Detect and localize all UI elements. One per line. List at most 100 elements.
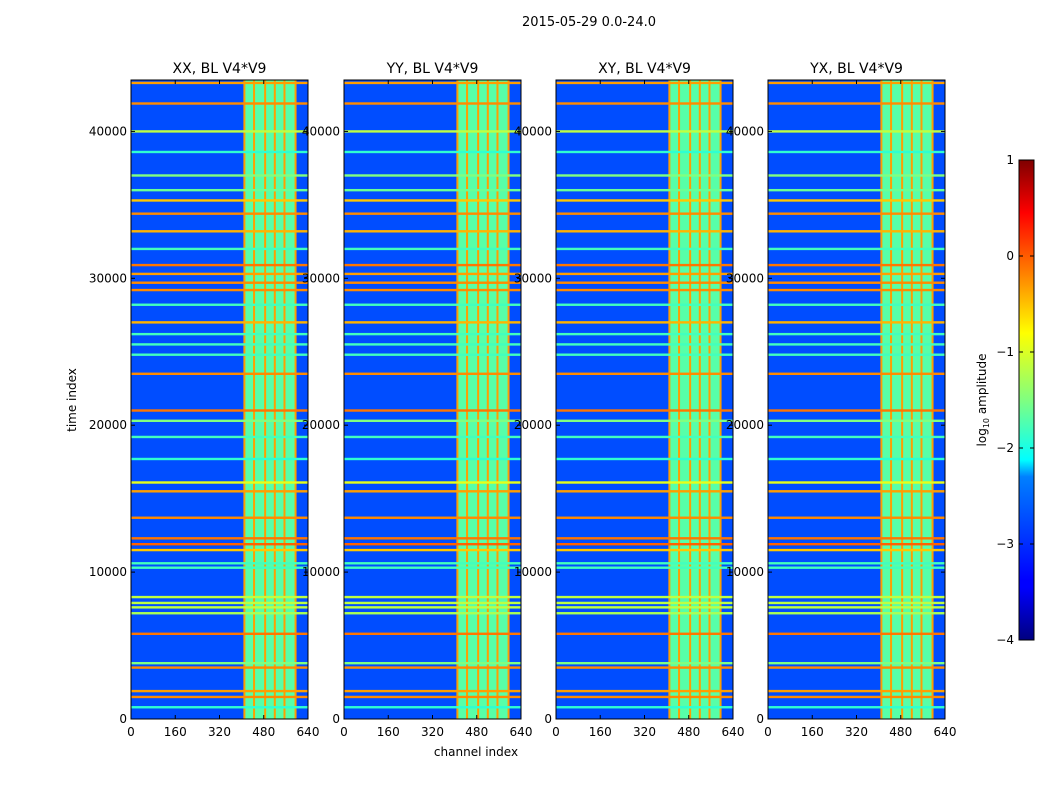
- figure-suptitle: 2015-05-29 0.0-24.0: [522, 15, 656, 30]
- heatmap-flagged-row: [768, 706, 945, 709]
- x-tick-label: 0: [764, 725, 772, 739]
- heatmap-flagged-row: [556, 661, 733, 665]
- heatmap-flagged-row: [768, 281, 945, 284]
- heatmap-flagged-row: [768, 661, 945, 665]
- x-tick-label: 320: [208, 725, 231, 739]
- heatmap-flagged-row: [131, 288, 308, 292]
- y-tick-label: 40000: [514, 124, 552, 138]
- heatmap-flagged-row: [768, 130, 945, 133]
- heatmap-flagged-row: [556, 516, 733, 519]
- heatmap-flagged-row: [556, 435, 733, 439]
- panel-title: YX, BL V4*V9: [809, 61, 903, 77]
- heatmap-flagged-row: [344, 288, 521, 292]
- x-tick-label: 160: [801, 725, 824, 739]
- heatmap-flagged-row: [344, 212, 521, 215]
- y-tick-label: 30000: [514, 271, 552, 285]
- heatmap-flagged-row: [131, 516, 308, 519]
- heatmap-flagged-row: [344, 419, 521, 422]
- heatmap-flagged-row: [131, 481, 308, 484]
- heatmap-flagged-row: [344, 303, 521, 306]
- heatmap-flagged-row: [556, 188, 733, 192]
- heatmap-flagged-row: [344, 332, 521, 336]
- heatmap-flagged-row: [768, 102, 945, 105]
- heatmap-flagged-row: [556, 230, 733, 233]
- heatmap-flagged-row: [344, 281, 521, 284]
- y-tick-label: 0: [332, 712, 340, 726]
- heatmap-flagged-row: [556, 666, 733, 669]
- heatmap-flagged-row: [556, 212, 733, 215]
- heatmap-flagged-row: [768, 372, 945, 375]
- heatmap-flagged-row: [131, 332, 308, 336]
- heatmap-flagged-row: [344, 321, 521, 324]
- heatmap-panel-3: XY, BL V4*V9 0 160 320 480 640 0 10000 20000 3000…: [514, 61, 745, 739]
- y-tick-label: 10000: [89, 565, 127, 579]
- heatmap-flagged-row: [131, 372, 308, 375]
- heatmap-flagged-row: [344, 689, 521, 693]
- heatmap-flagged-row: [344, 409, 521, 412]
- heatmap-flagged-row: [556, 102, 733, 105]
- heatmap-flagged-row: [556, 303, 733, 306]
- heatmap-flagged-row: [768, 481, 945, 484]
- heatmap-flagged-row: [344, 666, 521, 669]
- heatmap-flagged-row: [131, 150, 308, 154]
- heatmap-flagged-row: [131, 247, 308, 251]
- heatmap-flagged-row: [768, 562, 945, 565]
- colorbar-tick-label: 1: [1006, 153, 1014, 167]
- heatmap-flagged-row: [344, 174, 521, 177]
- heatmap-flagged-row: [768, 490, 945, 493]
- heatmap-flagged-row: [131, 409, 308, 412]
- y-tick-label: 20000: [89, 418, 127, 432]
- y-tick-label: 40000: [302, 124, 340, 138]
- colorbar-label: log10 amplitude: [975, 354, 991, 447]
- heatmap-flagged-row: [131, 689, 308, 693]
- heatmap-flagged-row: [768, 288, 945, 292]
- heatmap-flagged-row: [344, 490, 521, 493]
- panel-title: YY, BL V4*V9: [386, 61, 479, 77]
- heatmap-flagged-row: [556, 601, 733, 605]
- heatmap-flagged-row: [768, 321, 945, 324]
- heatmap-flagged-row: [768, 343, 945, 346]
- heatmap-flagged-row: [344, 102, 521, 105]
- heatmap-flagged-row: [131, 566, 308, 569]
- heatmap-flagged-row: [556, 689, 733, 693]
- heatmap-flagged-row: [344, 661, 521, 665]
- heatmap-flagged-row: [344, 435, 521, 439]
- heatmap-flagged-row: [344, 537, 521, 540]
- x-tick-label: 640: [297, 725, 320, 739]
- heatmap-flagged-row: [131, 321, 308, 324]
- x-tick-label: 480: [252, 725, 275, 739]
- x-tick-label: 0: [340, 725, 348, 739]
- y-tick-label: 20000: [726, 418, 764, 432]
- heatmap-flagged-row: [131, 174, 308, 177]
- y-tick-label: 10000: [302, 565, 340, 579]
- heatmap-flagged-row: [768, 548, 945, 552]
- heatmap-flagged-row: [768, 353, 945, 356]
- heatmap-flagged-row: [768, 247, 945, 251]
- y-tick-label: 0: [756, 712, 764, 726]
- heatmap-flagged-row: [768, 435, 945, 439]
- heatmap-flagged-row: [131, 102, 308, 105]
- x-tick-label: 160: [589, 725, 612, 739]
- x-tick-label: 480: [465, 725, 488, 739]
- heatmap-flagged-row: [768, 601, 945, 605]
- heatmap-flagged-row: [344, 542, 521, 546]
- heatmap-flagged-row: [131, 281, 308, 284]
- y-tick-label: 40000: [89, 124, 127, 138]
- heatmap-flagged-row: [556, 288, 733, 292]
- colorbar-tick-label: −1: [996, 345, 1014, 359]
- heatmap-flagged-row: [131, 706, 308, 709]
- heatmap-flagged-row: [131, 263, 308, 267]
- heatmap-flagged-row: [768, 150, 945, 154]
- heatmap-flagged-row: [344, 372, 521, 375]
- y-tick-label: 10000: [726, 565, 764, 579]
- heatmap-flagged-row: [556, 542, 733, 546]
- heatmap-flagged-row: [556, 321, 733, 324]
- heatmap-flagged-row: [131, 548, 308, 552]
- heatmap-flagged-row: [131, 212, 308, 215]
- heatmap-flagged-row: [556, 481, 733, 484]
- y-tick-label: 30000: [302, 271, 340, 285]
- heatmap-flagged-row: [131, 199, 308, 202]
- y-tick-label: 0: [544, 712, 552, 726]
- heatmap-flagged-row: [344, 566, 521, 569]
- heatmap-flagged-row: [556, 595, 733, 599]
